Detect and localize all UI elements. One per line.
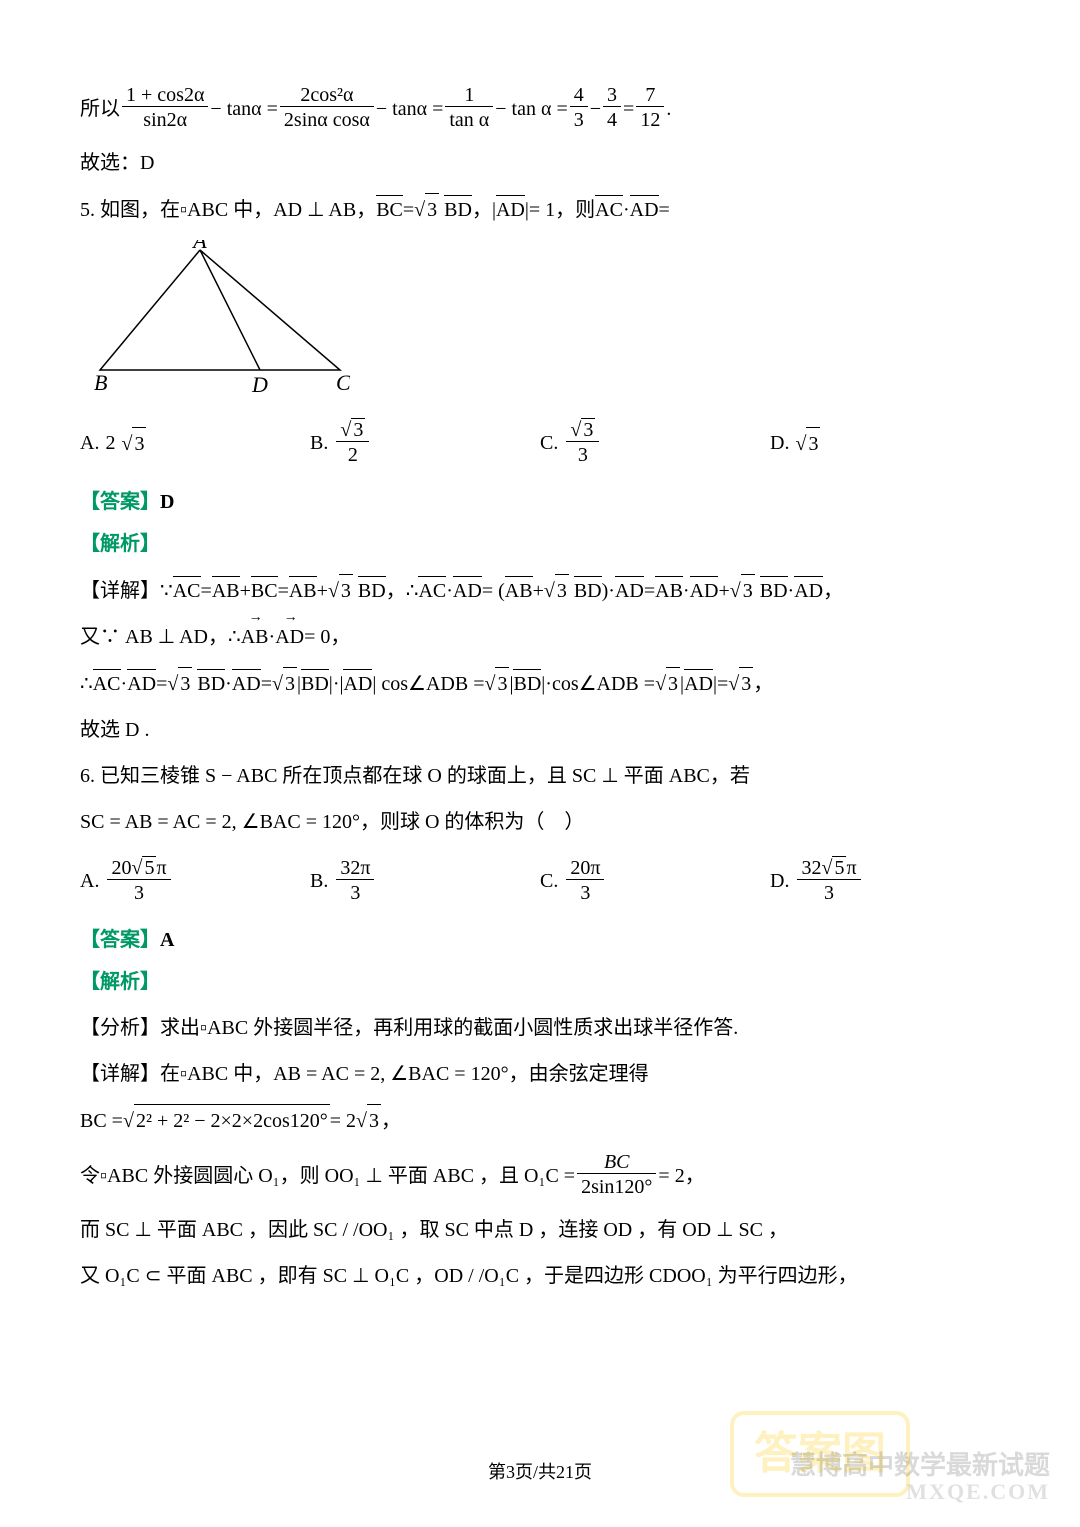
watermark-bottom: MXQE.COM [906, 1474, 1050, 1509]
q6-answer: 【答案】A [80, 924, 1000, 956]
q5-sol-1: 【详解】 ∵ AC = AB + BC = AB + 3 BD， ∴ AC· A… [80, 574, 1000, 607]
q6-stem2: SC = AB = AC = 2, ∠BAC = 120°，则球 O 的体积为（… [80, 806, 1000, 838]
q6-d1: 【详解】在▫ABC 中，AB = AC = 2, ∠BAC = 120°，由余弦… [80, 1058, 1000, 1090]
svg-text:D: D [251, 372, 268, 397]
vec-ac: AC [595, 194, 623, 226]
q4-prefix: 所以 [80, 93, 120, 125]
q6-d5: 又 O₁C ⊂ 平面 ABC ，即有 SC ⊥ O₁C ，OD / /O₁C ，… [80, 1260, 1000, 1292]
q4-frac4: 4 3 [570, 84, 588, 133]
q6-opt-c: C. 20π 3 [540, 856, 770, 906]
q5-diagram: A B C D [90, 240, 350, 400]
svg-text:B: B [94, 370, 107, 395]
q6-opt-a: A. 205π 3 [80, 856, 310, 906]
q5-opt-d: D. 3 [770, 418, 1000, 468]
q6-d4: 而 SC ⊥ 平面 ABC ，因此 SC / /OO₁ ，取 SC 中点 D ，… [80, 1214, 1000, 1246]
q6-stem1: 6. 已知三棱锥 S − ABC 所在顶点都在球 O 的球面上，且 SC ⊥ 平… [80, 760, 1000, 792]
q4-frac3: 1 tan α [445, 84, 493, 133]
abs-ad: AD [496, 194, 525, 226]
q4-frac1: 1 + cos2α sin2α [122, 84, 208, 133]
q6-opt-d: D. 325π 3 [770, 856, 1000, 906]
q5-opt-b: B. 3 2 [310, 418, 540, 468]
q5-sol-2: 又∵ AB ⊥ AD，∴ AB· AD = 0， [80, 621, 1000, 653]
vec-bd: BD [444, 194, 472, 226]
svg-text:C: C [336, 370, 350, 395]
q5-opt-c: C. 3 3 [540, 418, 770, 468]
page: 所以 1 + cos2α sin2α − tanα = 2cos²α 2sinα… [0, 0, 1080, 1527]
q6-jiexi-label: 【解析】 [80, 966, 1000, 998]
q4-frac5: 3 4 [603, 84, 621, 133]
q5-conclusion: 故选 D . [80, 714, 1000, 746]
q5-answer: 【答案】D [80, 486, 1000, 518]
q4-conclusion: 故选：D [80, 147, 1000, 179]
q6-d3: 令▫ABC 外接圆圆心 O₁，则 OO₁ ⊥ 平面 ABC ，且 O₁C = B… [80, 1151, 1000, 1200]
q5-stem: 5. 如图，在▫ABC 中，AD ⊥ AB， BC = 3 BD ， |AD| … [80, 193, 1000, 226]
q4-frac2: 2cos²α 2sinα cosα [280, 84, 374, 133]
q6-opt-b: B. 32π 3 [310, 856, 540, 906]
vec-bc: BC [376, 194, 403, 226]
q6-options: A. 205π 3 B. 32π 3 C. 20π 3 D. 325π 3 [80, 856, 1000, 906]
q5-options: A. 23 B. 3 2 C. 3 3 D. 3 [80, 418, 1000, 468]
svg-text:A: A [191, 240, 207, 253]
q5-opt-a: A. 23 [80, 418, 310, 468]
q4-frac6: 7 12 [636, 84, 664, 133]
q5-sol-3: ∴ AC· AD = 3 BD· AD = 3 |BD|·| AD| cos∠A… [80, 667, 1000, 700]
q6-d2: BC = 2² + 2² − 2×2×2cos120° = 2 3 ， [80, 1104, 1000, 1137]
q6-fenxi: 【分析】求出▫ABC 外接圆半径，再利用球的截面小圆性质求出球半径作答. [80, 1012, 1000, 1044]
q4-line1: 所以 1 + cos2α sin2α − tanα = 2cos²α 2sinα… [80, 84, 1000, 133]
q5-jiexi-label: 【解析】 [80, 528, 1000, 560]
vec-ad: AD [630, 194, 659, 226]
